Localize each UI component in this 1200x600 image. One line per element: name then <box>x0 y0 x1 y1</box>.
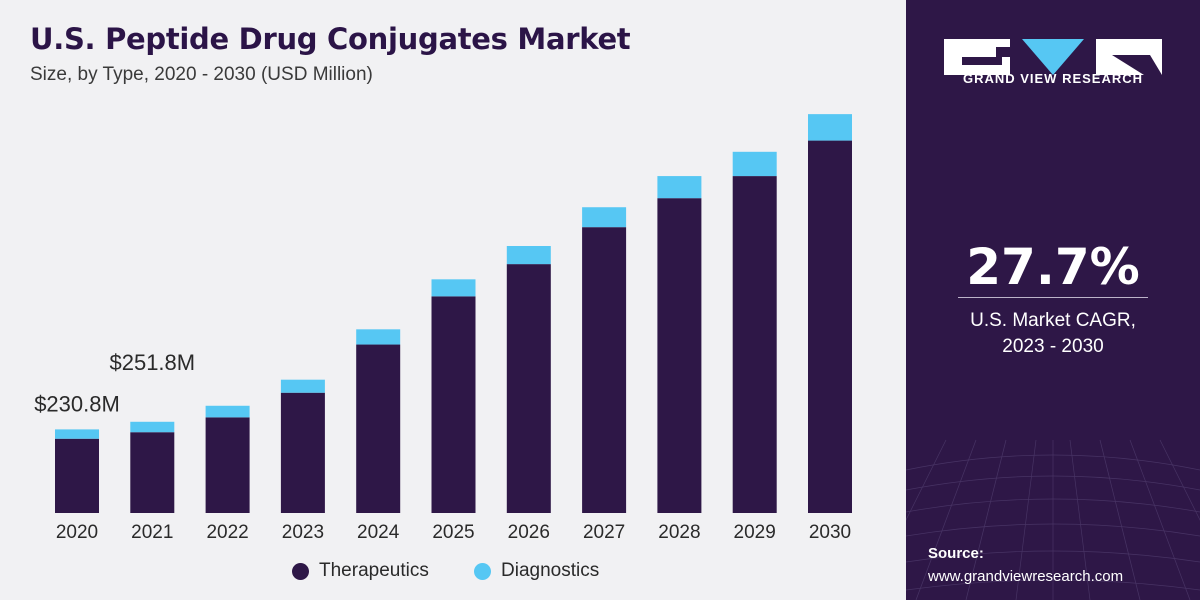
x-tick-label: 2027 <box>583 522 625 543</box>
x-tick-label: 2024 <box>357 522 400 543</box>
bar-diagnostics-2029 <box>732 151 777 177</box>
bar-therapeutics-2030 <box>808 140 852 513</box>
brand-name: GRAND VIEW RESEARCH <box>962 71 1144 86</box>
legend-swatch <box>474 562 491 580</box>
chart-subtitle: Size, by Type, 2020 - 2030 (USD Million) <box>30 64 373 85</box>
bar-therapeutics-2023 <box>280 392 325 513</box>
bar-therapeutics-2029 <box>732 176 777 513</box>
cagr-period: 2023 - 2030 <box>1002 336 1104 357</box>
bar-diagnostics-2025 <box>431 279 476 297</box>
x-tick-label: 2030 <box>809 522 851 543</box>
cagr-divider <box>958 297 1148 298</box>
bar-diagnostics-2020 <box>55 429 99 439</box>
source-label: Source: <box>928 545 984 562</box>
x-tick-label: 2029 <box>734 522 776 543</box>
x-tick-label: 2025 <box>432 522 474 543</box>
bar-diagnostics-2030 <box>808 114 852 141</box>
source-link[interactable]: www.grandviewresearch.com <box>928 568 1124 585</box>
bar-diagnostics-2023 <box>280 379 325 393</box>
data-label: $230.8M <box>34 391 120 416</box>
chart-title: U.S. Peptide Drug Conjugates Market <box>30 22 631 56</box>
cagr-label: U.S. Market CAGR, <box>970 310 1136 331</box>
bar-diagnostics-2028 <box>657 176 702 199</box>
chart-panel: U.S. Peptide Drug Conjugates Market Size… <box>0 22 906 590</box>
bar-therapeutics-2026 <box>506 264 551 513</box>
x-tick-label: 2020 <box>56 522 98 543</box>
bar-therapeutics-2024 <box>356 344 401 513</box>
bar-chart: 2020 2021 2022 2023 2024 2025 2026 2027 2028 2029… <box>34 114 852 543</box>
legend-label: Diagnostics <box>501 560 600 581</box>
bar-therapeutics-2020 <box>55 438 99 513</box>
data-label: $251.8M <box>109 350 195 375</box>
grand-view-research-logo <box>944 39 1162 75</box>
legend-item-therapeutics: Therapeutics <box>292 560 429 582</box>
bar-diagnostics-2022 <box>205 405 250 418</box>
legend-label: Therapeutics <box>319 560 429 581</box>
x-tick-label: 2023 <box>282 522 324 543</box>
bar-therapeutics-2021 <box>130 432 175 513</box>
grid-decoration <box>906 439 1200 600</box>
x-tick-label: 2021 <box>131 522 173 543</box>
bar-therapeutics-2028 <box>657 198 702 513</box>
cagr-value: 27.7% <box>966 238 1140 296</box>
x-tick-label: 2022 <box>206 522 248 543</box>
bar-diagnostics-2027 <box>582 207 627 228</box>
bar-therapeutics-2022 <box>205 417 250 513</box>
brand-panel: GRAND VIEW RESEARCH 27.7% U.S. Market CA… <box>906 0 1200 600</box>
bar-therapeutics-2027 <box>582 227 627 513</box>
bar-diagnostics-2024 <box>356 329 401 345</box>
bar-diagnostics-2026 <box>506 245 551 265</box>
legend-swatch <box>292 562 309 580</box>
bar-diagnostics-2021 <box>130 421 175 433</box>
legend-item-diagnostics: Diagnostics <box>474 560 599 582</box>
x-tick-label: 2028 <box>658 522 700 543</box>
x-tick-label: 2026 <box>508 522 550 543</box>
bar-therapeutics-2025 <box>431 296 476 513</box>
chart-legend: Therapeutics Diagnostics <box>0 560 906 590</box>
